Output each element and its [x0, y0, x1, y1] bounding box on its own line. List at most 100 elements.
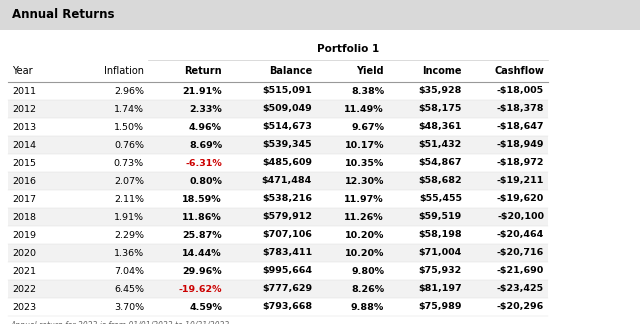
- Text: -$18,647: -$18,647: [497, 122, 544, 132]
- Bar: [8, 208, 548, 226]
- Text: -$18,378: -$18,378: [497, 105, 544, 113]
- Text: $485,609: $485,609: [262, 158, 312, 168]
- Text: $579,912: $579,912: [262, 213, 312, 222]
- Text: $71,004: $71,004: [419, 249, 462, 258]
- Text: $35,928: $35,928: [419, 87, 462, 96]
- Bar: [8, 172, 548, 190]
- Text: 11.26%: 11.26%: [344, 213, 384, 222]
- Text: 2011: 2011: [12, 87, 36, 96]
- Text: 3.70%: 3.70%: [114, 303, 144, 311]
- Text: 9.67%: 9.67%: [351, 122, 384, 132]
- Text: $54,867: $54,867: [419, 158, 462, 168]
- Text: 1.91%: 1.91%: [114, 213, 144, 222]
- Text: 9.80%: 9.80%: [351, 267, 384, 275]
- Text: 8.38%: 8.38%: [351, 87, 384, 96]
- Bar: [8, 244, 548, 262]
- Text: $783,411: $783,411: [262, 249, 312, 258]
- Text: -$20,296: -$20,296: [497, 303, 544, 311]
- Text: 2.07%: 2.07%: [114, 177, 144, 186]
- Text: -$21,690: -$21,690: [497, 267, 544, 275]
- Text: 10.20%: 10.20%: [344, 230, 384, 239]
- Text: 1.50%: 1.50%: [114, 122, 144, 132]
- Bar: [8, 280, 548, 298]
- Text: Balance: Balance: [269, 66, 312, 76]
- Text: 2019: 2019: [12, 230, 36, 239]
- Text: Yield: Yield: [356, 66, 384, 76]
- Text: 0.80%: 0.80%: [189, 177, 222, 186]
- Text: $48,361: $48,361: [419, 122, 462, 132]
- Text: $51,432: $51,432: [419, 141, 462, 149]
- Text: 2018: 2018: [12, 213, 36, 222]
- Text: 0.76%: 0.76%: [114, 141, 144, 149]
- Text: -$19,620: -$19,620: [497, 194, 544, 203]
- Text: -$20,464: -$20,464: [497, 230, 544, 239]
- Text: 2014: 2014: [12, 141, 36, 149]
- Text: $707,106: $707,106: [262, 230, 312, 239]
- Text: Inflation: Inflation: [104, 66, 144, 76]
- Text: $515,091: $515,091: [262, 87, 312, 96]
- Text: -$20,716: -$20,716: [497, 249, 544, 258]
- Text: 11.86%: 11.86%: [182, 213, 222, 222]
- Text: -$18,949: -$18,949: [497, 141, 544, 149]
- Text: 2.11%: 2.11%: [114, 194, 144, 203]
- Text: -6.31%: -6.31%: [185, 158, 222, 168]
- Text: -19.62%: -19.62%: [179, 284, 222, 294]
- Bar: [0, 0, 640, 30]
- Text: Portfolio 1: Portfolio 1: [317, 44, 379, 54]
- Bar: [8, 100, 548, 118]
- Text: -$20,100: -$20,100: [497, 213, 544, 222]
- Text: 11.49%: 11.49%: [344, 105, 384, 113]
- Text: -$19,211: -$19,211: [497, 177, 544, 186]
- Text: 1.36%: 1.36%: [114, 249, 144, 258]
- Text: Annual Returns: Annual Returns: [12, 8, 115, 21]
- Text: -$18,972: -$18,972: [497, 158, 544, 168]
- Text: 2015: 2015: [12, 158, 36, 168]
- Text: $58,682: $58,682: [419, 177, 462, 186]
- Text: 2017: 2017: [12, 194, 36, 203]
- Text: Income: Income: [422, 66, 462, 76]
- Text: 11.97%: 11.97%: [344, 194, 384, 203]
- Text: $793,668: $793,668: [262, 303, 312, 311]
- Text: 9.88%: 9.88%: [351, 303, 384, 311]
- Text: $538,216: $538,216: [262, 194, 312, 203]
- Bar: [8, 136, 548, 154]
- Text: 2013: 2013: [12, 122, 36, 132]
- Text: 14.44%: 14.44%: [182, 249, 222, 258]
- Text: 8.69%: 8.69%: [189, 141, 222, 149]
- Text: 2016: 2016: [12, 177, 36, 186]
- Text: 2.33%: 2.33%: [189, 105, 222, 113]
- Text: $81,197: $81,197: [419, 284, 462, 294]
- Text: $509,049: $509,049: [262, 105, 312, 113]
- Text: Annual return for 2023 is from 01/01/2023 to 10/31/2023: Annual return for 2023 is from 01/01/202…: [10, 321, 229, 324]
- Text: 29.96%: 29.96%: [182, 267, 222, 275]
- Text: $995,664: $995,664: [262, 267, 312, 275]
- Text: Year: Year: [12, 66, 33, 76]
- Text: 2023: 2023: [12, 303, 36, 311]
- Text: 0.73%: 0.73%: [114, 158, 144, 168]
- Text: 10.17%: 10.17%: [344, 141, 384, 149]
- Text: -$23,425: -$23,425: [497, 284, 544, 294]
- Text: 2022: 2022: [12, 284, 36, 294]
- Text: -$18,005: -$18,005: [497, 87, 544, 96]
- Text: 21.91%: 21.91%: [182, 87, 222, 96]
- Text: $59,519: $59,519: [419, 213, 462, 222]
- Text: 25.87%: 25.87%: [182, 230, 222, 239]
- Text: 2012: 2012: [12, 105, 36, 113]
- Text: 6.45%: 6.45%: [114, 284, 144, 294]
- Text: 10.35%: 10.35%: [345, 158, 384, 168]
- Text: 8.26%: 8.26%: [351, 284, 384, 294]
- Text: 2.29%: 2.29%: [114, 230, 144, 239]
- Text: 4.96%: 4.96%: [189, 122, 222, 132]
- Text: $75,932: $75,932: [419, 267, 462, 275]
- Text: $471,484: $471,484: [262, 177, 312, 186]
- Text: 7.04%: 7.04%: [114, 267, 144, 275]
- Text: Return: Return: [184, 66, 222, 76]
- Text: 2.96%: 2.96%: [114, 87, 144, 96]
- Text: $539,345: $539,345: [262, 141, 312, 149]
- Text: $55,455: $55,455: [419, 194, 462, 203]
- Text: 4.59%: 4.59%: [189, 303, 222, 311]
- Text: $75,989: $75,989: [419, 303, 462, 311]
- Text: 12.30%: 12.30%: [344, 177, 384, 186]
- Text: $58,175: $58,175: [419, 105, 462, 113]
- Text: 2020: 2020: [12, 249, 36, 258]
